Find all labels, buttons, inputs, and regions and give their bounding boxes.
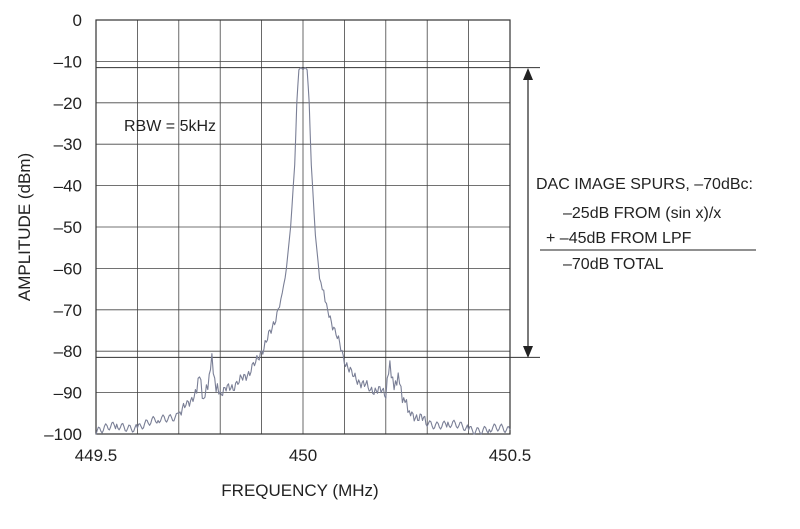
y-tick-label: –10 [54,52,82,71]
rbw-annotation: RBW = 5kHz [124,118,216,135]
y-tick-label: –50 [54,218,82,237]
arrow-head-down [523,346,533,358]
series-layer [95,67,511,435]
y-tick-label: –100 [44,425,82,444]
x-tick-label: 449.5 [75,446,118,465]
y-tick-label: –60 [54,259,82,278]
y-tick-label: –40 [54,177,82,196]
spur-dimension-arrow [523,68,533,358]
x-axis-label: FREQUENCY (MHz) [221,481,378,500]
y-axis-label: AMPLITUDE (dBm) [15,153,34,301]
grid [96,20,510,434]
spurs-total-line: –70dB TOTAL [563,256,664,273]
plot-frame [95,19,511,435]
y-tick-label: –30 [54,135,82,154]
spurs-title: DAC IMAGE SPURS, –70dBc: [536,176,753,193]
y-tick-label: –20 [54,94,82,113]
reference-lines [96,67,540,358]
y-tick-label: –70 [54,301,82,320]
spurs-lpf-line: + –45dB FROM LPF [546,230,692,247]
y-tick-labels: 0 –10 –20 –30 –40 –50 –60 –70 –80 –90 –100 [44,11,82,444]
y-tick-label: –90 [54,384,82,403]
y-tick-label: 0 [73,11,82,30]
series-line-0 [95,67,511,435]
x-tick-label: 450.5 [489,446,532,465]
arrow-head-up [523,68,533,80]
spurs-sinx-line: –25dB FROM (sin x)/x [563,205,721,222]
x-tick-labels: 449.5 450 450.5 [75,446,532,465]
x-tick-label: 450 [289,446,317,465]
y-tick-label: –80 [54,342,82,361]
